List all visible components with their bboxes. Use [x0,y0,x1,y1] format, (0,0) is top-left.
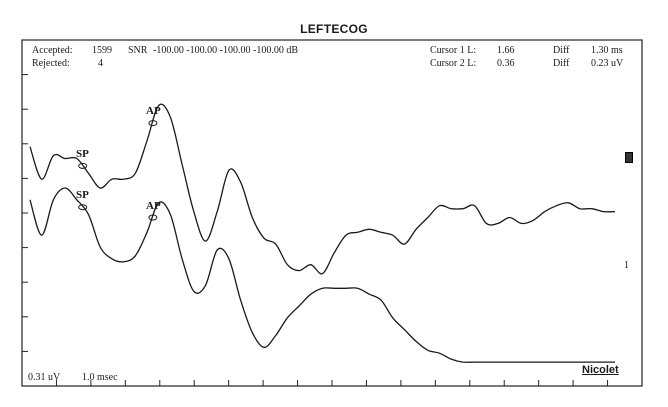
plot-frame [21,39,643,387]
trace-line-1 [29,103,616,275]
annotation-ap-2: AP [146,200,161,212]
marker-ap-2 [148,214,158,221]
marker-sp-2 [78,204,88,211]
time-scale: 1.0 msec [82,372,118,383]
nicolet-logo: Nicolet [582,364,619,376]
diff2-value: 0.23 uV [591,58,624,69]
diff1-label: Diff [553,45,570,56]
marker-sp-1 [78,162,88,169]
cursor2-value: 0.36 [497,58,515,69]
cursor1-value: 1.66 [497,45,515,56]
annotation-sp-1: SP [76,148,89,160]
marker-ap-1 [148,120,158,127]
snr-values: -100.00 -100.00 -100.00 -100.00 dB [153,45,298,56]
annotation-sp-2: SP [76,189,89,201]
diff1-value: 1.30 ms [591,45,623,56]
snr-label: SNR [128,45,148,56]
accepted-value: 1599 [92,45,112,56]
tick-marks [22,74,609,386]
traces [29,103,616,363]
annotation-ap-1: AP [146,105,161,117]
trace-line-2 [29,187,615,363]
cursor2-label: Cursor 2 L: [430,58,477,69]
amplitude-scale: 0.31 uV [28,372,61,383]
rejected-label: Rejected: [32,58,70,69]
rejected-value: 4 [98,58,103,69]
channel-marker-icon [625,152,633,163]
channel-label: 1 [624,260,629,271]
diff2-label: Diff [553,58,570,69]
accepted-label: Accepted: [32,45,73,56]
annotation-markers [78,120,158,221]
cursor1-label: Cursor 1 L: [430,45,477,56]
chart-title: LEFTECOG [300,22,368,36]
